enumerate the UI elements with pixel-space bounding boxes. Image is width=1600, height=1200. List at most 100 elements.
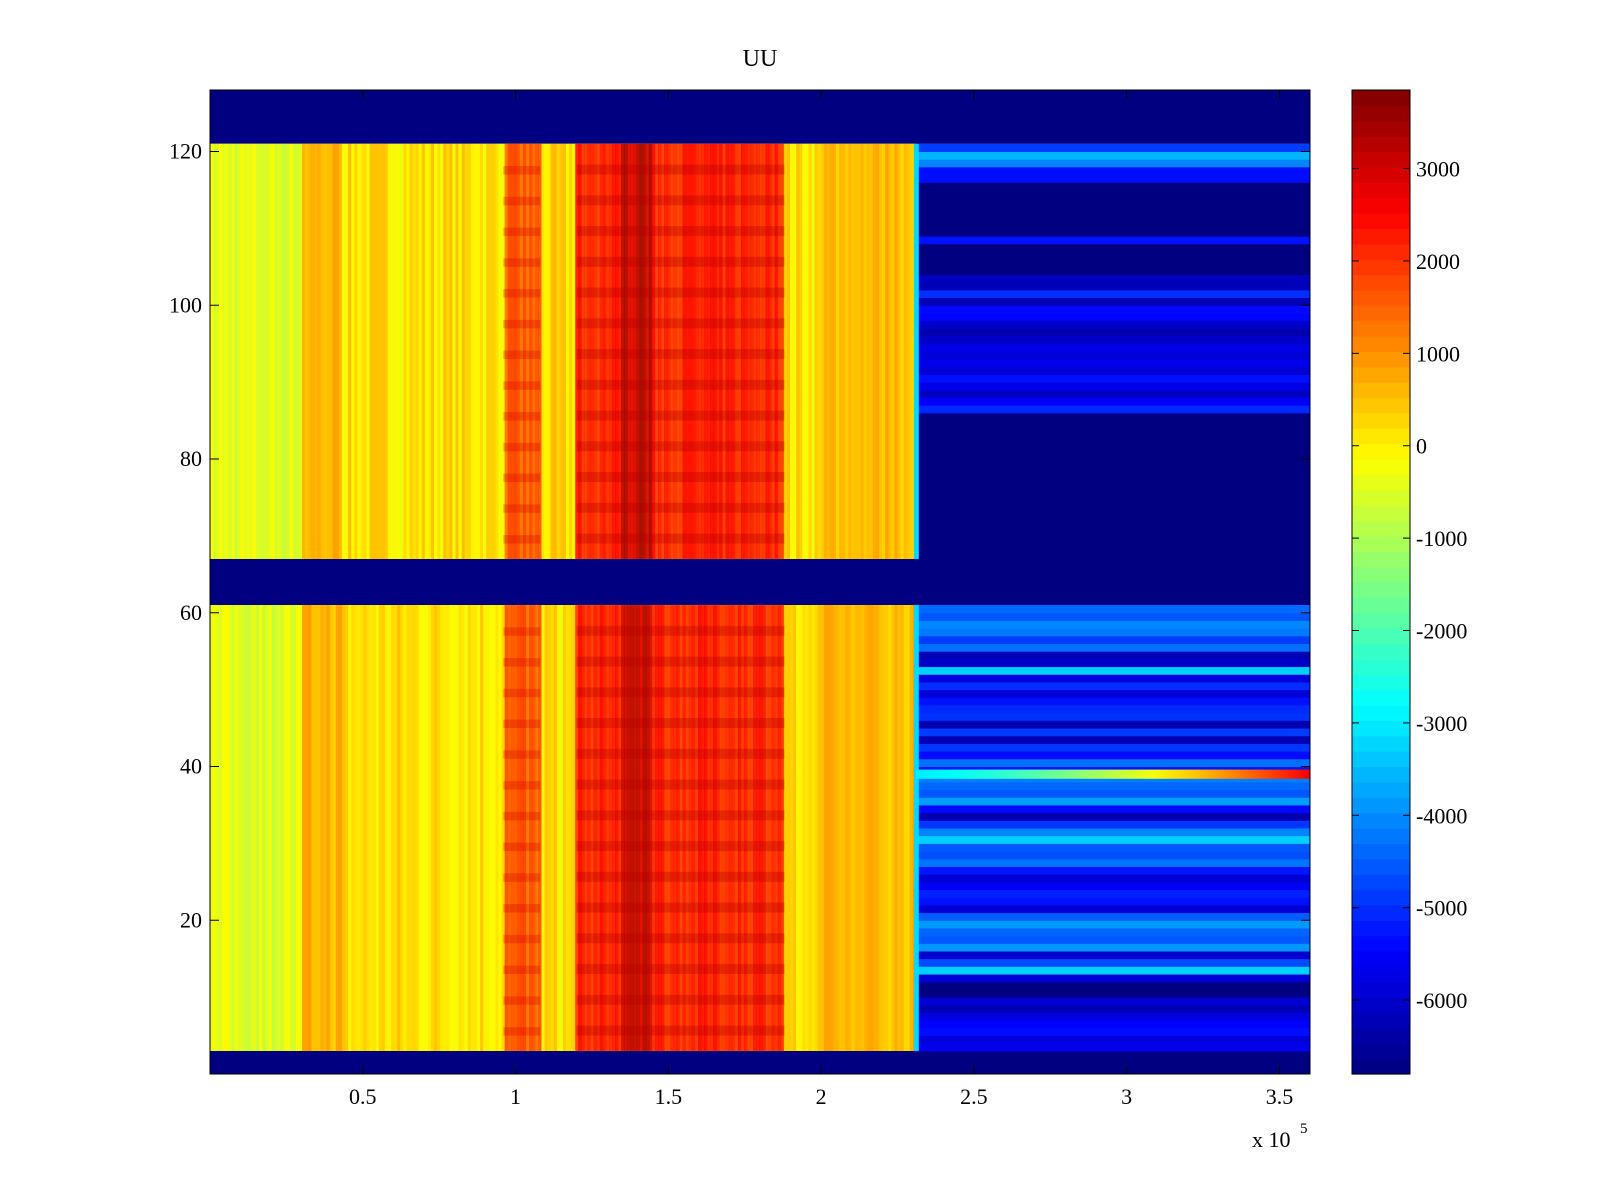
heatmap-hot-row-band	[503, 658, 540, 667]
heatmap-column	[725, 143, 730, 559]
heatmap-column	[765, 143, 770, 559]
heatmap-column	[608, 605, 613, 1051]
heatmap-column	[817, 143, 822, 559]
heatmap-column	[584, 143, 589, 559]
heatmap-column	[489, 605, 493, 1051]
heatmap-column	[633, 143, 638, 559]
heatmap-region-empty-bottom-band	[210, 1050, 1310, 1074]
heatmap-column	[225, 605, 230, 1051]
heatmap-column	[473, 605, 478, 1051]
heatmap-column	[289, 143, 294, 559]
heatmap-column	[593, 605, 598, 1051]
heatmap-column	[480, 605, 484, 1051]
heatmap-column	[820, 605, 825, 1051]
heatmap-column	[710, 605, 714, 1051]
heatmap-column	[277, 605, 282, 1051]
heatmap-column	[777, 143, 782, 559]
heatmap-column	[532, 143, 536, 559]
colorbar-segment	[1352, 1027, 1410, 1044]
heatmap-column	[529, 605, 533, 1051]
heatmap-row	[915, 951, 1310, 960]
heatmap-hot-row-band	[576, 472, 785, 483]
heatmap-column	[366, 605, 371, 1051]
heatmap-row	[915, 920, 1310, 929]
heatmap-row	[915, 482, 1310, 491]
heatmap-column	[578, 143, 582, 559]
heatmap-hot-row-band	[503, 504, 540, 513]
heatmap-column	[430, 143, 435, 559]
heatmap-column	[894, 143, 899, 559]
heatmap-column	[424, 605, 429, 1051]
heatmap-column	[418, 143, 423, 559]
heatmap-column	[351, 143, 355, 559]
colorbar-segment	[1352, 643, 1410, 660]
heatmap-column	[814, 605, 819, 1051]
heatmap-column	[661, 143, 665, 559]
heatmap-row	[915, 758, 1310, 767]
colorbar-segment	[1352, 1012, 1410, 1029]
heatmap-row	[915, 674, 1310, 683]
heatmap-column	[372, 605, 377, 1051]
heatmap-hot-row-band	[503, 319, 540, 329]
heatmap-row	[915, 912, 1310, 921]
heatmap-row	[915, 236, 1310, 245]
colorbar-segment	[1352, 674, 1410, 691]
heatmap-hot-row-band	[503, 1027, 540, 1036]
heatmap-column	[762, 605, 767, 1051]
heatmap-row	[915, 935, 1310, 944]
heatmap-column	[434, 143, 438, 559]
heatmap-column	[618, 143, 622, 559]
heatmap-column	[808, 605, 813, 1051]
colorbar-segment	[1352, 735, 1410, 752]
heatmap-hot-row-band	[503, 196, 540, 206]
heatmap-column	[651, 605, 656, 1051]
y-axis: 20 40 60 80 100 120	[169, 139, 1310, 932]
heatmap-column	[688, 143, 693, 559]
heatmap-row	[915, 728, 1310, 737]
heatmap-column	[259, 605, 263, 1051]
colorbar-segment	[1352, 397, 1410, 414]
heatmap-column	[391, 143, 395, 559]
heatmap-row	[915, 351, 1310, 360]
heatmap-column	[836, 605, 840, 1051]
heatmap-row	[915, 189, 1310, 199]
colorbar-tick-label: 1000	[1416, 341, 1460, 366]
heatmap-column	[875, 143, 880, 559]
heatmap-column	[256, 605, 260, 1051]
heatmap-column	[670, 605, 674, 1051]
heatmap-column	[381, 143, 386, 559]
heatmap-row	[915, 804, 1310, 814]
x-multiplier-exponent: 5	[1300, 1121, 1308, 1137]
heatmap-column	[523, 143, 527, 559]
colorbar-segment	[1352, 597, 1410, 614]
heatmap-column	[823, 143, 828, 559]
heatmap-hot-row-band	[503, 934, 540, 944]
heatmap-column	[292, 143, 297, 559]
heatmap-column	[602, 605, 607, 1051]
heatmap-column	[243, 143, 248, 559]
heatmap-row	[915, 320, 1310, 329]
heatmap-column	[728, 605, 733, 1051]
heatmap-column	[228, 143, 233, 559]
x-tick-label: 3.5	[1266, 1084, 1294, 1109]
heatmap-column	[326, 605, 331, 1051]
heatmap-column	[526, 143, 530, 559]
heatmap-row	[915, 1004, 1310, 1013]
colorbar-tick-label: -4000	[1416, 803, 1467, 828]
heatmap-column	[231, 605, 236, 1051]
heatmap-column	[842, 143, 846, 559]
heatmap-row	[915, 328, 1310, 337]
heatmap-column	[216, 143, 220, 559]
y-tick-label: 100	[169, 292, 202, 317]
heatmap-column	[713, 143, 717, 559]
colorbar-segment	[1352, 474, 1410, 491]
colorbar-segment	[1352, 1043, 1410, 1060]
colorbar-segment	[1352, 720, 1410, 737]
heatmap-column	[753, 143, 757, 559]
heatmap-column	[256, 143, 260, 559]
heatmap-hot-row-band	[503, 289, 540, 298]
heatmap-hot-row-band	[503, 166, 540, 175]
heatmap-hot-row-band	[503, 965, 540, 975]
heatmap-column	[872, 143, 877, 559]
heatmap-column	[673, 605, 678, 1051]
